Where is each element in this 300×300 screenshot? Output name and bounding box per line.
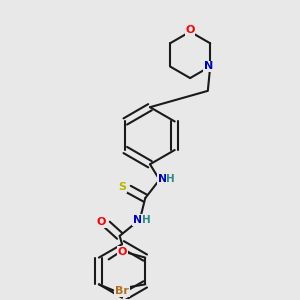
Text: N: N <box>158 174 167 184</box>
Text: O: O <box>185 25 195 35</box>
Text: N: N <box>204 61 213 71</box>
Text: S: S <box>118 182 126 192</box>
Text: O: O <box>118 247 127 256</box>
Text: H: H <box>142 215 151 225</box>
Text: H: H <box>167 174 175 184</box>
Text: Br: Br <box>115 286 129 296</box>
Text: O: O <box>97 217 106 227</box>
Text: N: N <box>133 215 142 225</box>
